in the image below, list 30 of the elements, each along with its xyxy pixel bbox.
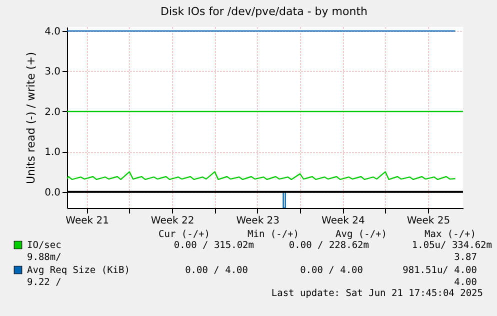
text: 981.51u/ 4.00 [402, 265, 478, 276]
y-tick-label: 2.0 [44, 106, 60, 118]
text: Cur (-/+) [158, 229, 210, 240]
text: Min (-/+) [248, 229, 299, 240]
text: Avg (-/+) [336, 229, 387, 240]
y-tick-label: 1.0 [44, 147, 60, 158]
y-axis-title: Units read (-) / write (+) [24, 52, 38, 184]
text: 0.00 / 4.00 [185, 265, 248, 276]
text: 0.00 / 228.62m [288, 240, 370, 251]
chart-title: Disk IOs for /dev/pve/data - by month [160, 5, 368, 18]
text: Last update: Sat Jun 21 17:45:04 2025 [271, 288, 483, 299]
line-series [67, 171, 456, 180]
text: 0.00 / 4.00 [300, 265, 364, 276]
legend-label: IO/sec [27, 240, 62, 251]
text: 1.05u/ 334.62m [412, 240, 492, 251]
text: 0.00 / 315.02m [174, 240, 254, 251]
text: 3.87 [454, 252, 477, 263]
x-tick-label: Week 24 [322, 216, 365, 226]
legend-label: Avg Req Size (KiB) [27, 265, 130, 276]
x-tick-label: Week 23 [236, 216, 280, 226]
y-tick-label: 0.0 [44, 187, 60, 198]
text: 9.22 / [27, 277, 62, 288]
x-tick-label: Week 21 [66, 216, 109, 226]
x-tick-label: Week 22 [150, 216, 194, 226]
y-tick-label: 3.0 [44, 66, 60, 78]
text: 4.00 [454, 277, 478, 288]
text: Max (-/+) [424, 229, 476, 240]
y-tick-label: 4.0 [44, 26, 60, 38]
x-tick-label: Week 25 [406, 216, 450, 226]
text: 9.88m/ [27, 252, 62, 263]
